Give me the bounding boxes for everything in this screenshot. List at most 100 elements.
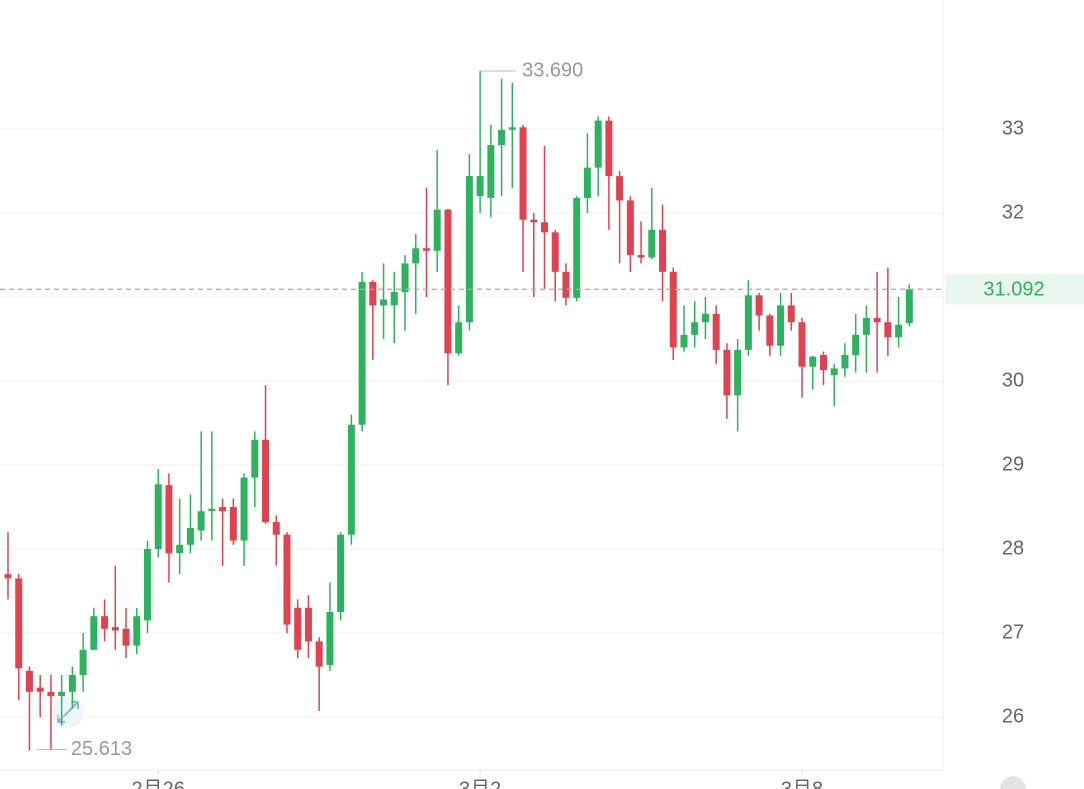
candle-body bbox=[401, 263, 409, 292]
candle-body bbox=[637, 255, 645, 258]
candle-body bbox=[347, 424, 355, 535]
candle-body bbox=[111, 627, 119, 631]
candle-body bbox=[669, 271, 677, 348]
candle-body bbox=[744, 295, 752, 350]
candle-body bbox=[262, 439, 270, 523]
candle-body bbox=[712, 313, 720, 350]
candle-body bbox=[465, 176, 473, 323]
kline-icon[interactable] bbox=[1000, 776, 1026, 789]
candle-body bbox=[412, 248, 420, 264]
candle-body bbox=[755, 295, 763, 316]
candle-body bbox=[444, 209, 452, 354]
candle-body bbox=[337, 534, 345, 613]
candle-body bbox=[884, 322, 892, 338]
candle-body bbox=[659, 229, 667, 272]
candle-body bbox=[326, 612, 334, 665]
candle-body bbox=[133, 616, 141, 646]
candle-body bbox=[766, 315, 774, 346]
candle-body bbox=[154, 484, 162, 550]
candle-body bbox=[530, 219, 538, 223]
candle-body bbox=[551, 232, 559, 272]
candle-body bbox=[294, 607, 302, 650]
candle-body bbox=[58, 691, 66, 696]
candle-body bbox=[229, 507, 237, 541]
candle-body bbox=[852, 334, 860, 355]
candle-body bbox=[68, 674, 76, 692]
last-price-label: 31.092 bbox=[983, 279, 1044, 301]
x-tick-label: 2月26 bbox=[132, 778, 185, 789]
y-tick-label: 29 bbox=[1002, 453, 1024, 475]
y-tick-label: 26 bbox=[1002, 705, 1024, 727]
candle-body bbox=[15, 578, 23, 669]
candle-body bbox=[4, 574, 12, 579]
candle-body bbox=[380, 299, 388, 306]
x-tick-label: 3月2 bbox=[459, 778, 501, 789]
candle-body bbox=[143, 549, 151, 621]
candle-body bbox=[219, 507, 227, 512]
y-tick-label: 28 bbox=[1002, 537, 1024, 559]
y-tick-label: 30 bbox=[1002, 369, 1024, 391]
candle-body bbox=[272, 522, 280, 535]
candle-body bbox=[186, 528, 194, 545]
candle-body bbox=[701, 313, 709, 323]
candle-body bbox=[787, 305, 795, 323]
candle-body bbox=[583, 167, 591, 198]
candle-body bbox=[734, 349, 742, 396]
candle-body bbox=[433, 209, 441, 251]
candle-body bbox=[304, 607, 312, 642]
candle-body bbox=[487, 144, 495, 198]
zoom-icon[interactable] bbox=[52, 696, 84, 728]
candle-body bbox=[541, 222, 548, 233]
candle-body bbox=[476, 176, 484, 197]
candle-body bbox=[251, 439, 259, 478]
last-price-box bbox=[945, 274, 1084, 305]
candle-body bbox=[777, 305, 785, 346]
candle-body bbox=[455, 322, 463, 354]
candle-body bbox=[25, 670, 33, 692]
candle-body bbox=[47, 691, 55, 696]
candle-body bbox=[594, 120, 602, 168]
candle-body bbox=[626, 200, 634, 256]
candle-body bbox=[315, 641, 323, 667]
candle-body bbox=[176, 544, 184, 554]
max-label: 33.690 bbox=[522, 59, 583, 81]
candle-body bbox=[905, 289, 913, 324]
candle-body bbox=[240, 477, 248, 541]
candle-body bbox=[369, 281, 377, 306]
candle-body bbox=[390, 291, 398, 306]
candle-body bbox=[422, 248, 430, 251]
candle-body bbox=[90, 616, 98, 650]
candle-body bbox=[498, 129, 506, 145]
candle-body bbox=[648, 229, 656, 258]
candle-body bbox=[862, 318, 870, 335]
candle-body bbox=[841, 354, 849, 369]
candle-body bbox=[165, 485, 173, 554]
candle-body bbox=[508, 127, 516, 130]
y-tick-label: 33 bbox=[1002, 117, 1024, 139]
candle-body bbox=[895, 324, 903, 338]
candle-body bbox=[809, 356, 817, 367]
candle-body bbox=[519, 127, 527, 220]
candle-body bbox=[605, 120, 613, 177]
candle-body bbox=[79, 649, 87, 675]
candle-body bbox=[358, 281, 366, 425]
candle-body bbox=[101, 616, 109, 629]
x-tick-label: 3月8 bbox=[781, 778, 823, 789]
candle-body bbox=[283, 534, 291, 625]
candle-body bbox=[573, 197, 581, 298]
candle-body bbox=[819, 354, 827, 371]
candle-body bbox=[723, 349, 731, 396]
y-tick-label: 32 bbox=[1002, 201, 1024, 223]
candle-body bbox=[798, 322, 806, 367]
y-tick-label: 27 bbox=[1002, 621, 1024, 643]
candle-body bbox=[122, 628, 130, 646]
candle-body bbox=[873, 318, 881, 323]
candle-body bbox=[680, 334, 688, 348]
candle-body bbox=[197, 511, 205, 531]
candle-body bbox=[616, 176, 624, 201]
candle-body bbox=[36, 687, 44, 692]
min-label: 25.613 bbox=[71, 738, 132, 760]
candle-body bbox=[830, 368, 838, 376]
